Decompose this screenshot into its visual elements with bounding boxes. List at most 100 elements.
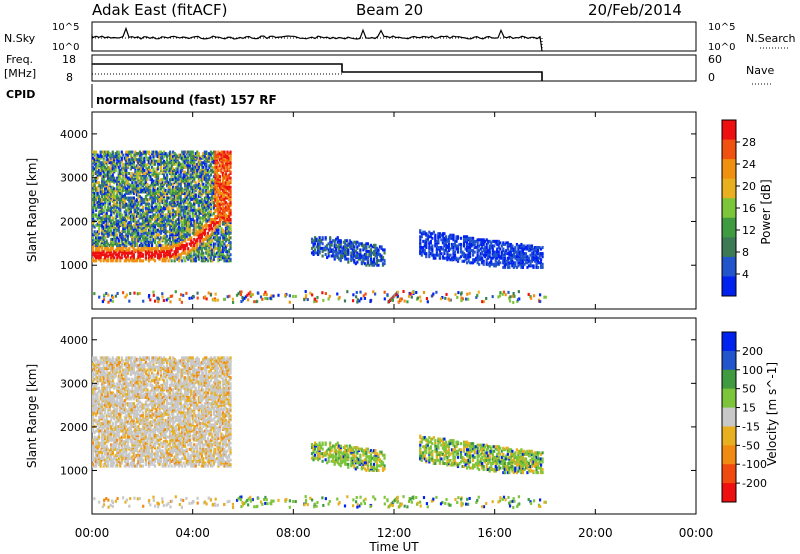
power-cell (214, 231, 217, 235)
power-cell (173, 239, 176, 243)
power-cell (131, 159, 134, 163)
power-cell (123, 204, 126, 208)
power-cell (147, 161, 151, 165)
power-cell (212, 221, 215, 225)
power-cell (150, 190, 154, 194)
power-cell (541, 255, 544, 259)
power-cell (197, 257, 200, 261)
power-cell (354, 242, 357, 246)
power-cell (511, 255, 514, 259)
power-cell (105, 173, 108, 177)
power-cell (191, 173, 194, 177)
power-cell (194, 259, 197, 263)
power-cell (499, 255, 502, 259)
power-cell (465, 256, 469, 260)
power-cell (159, 196, 163, 200)
power-cell (432, 253, 435, 257)
power-cell (172, 211, 175, 215)
power-cell (224, 259, 228, 263)
power-cell (205, 225, 208, 229)
power-cell (209, 233, 212, 237)
power-cell (114, 233, 117, 237)
power-cell (182, 172, 185, 176)
power-cell (333, 240, 336, 244)
power-cell (93, 233, 96, 237)
power-cell (128, 196, 131, 200)
power-cell (217, 242, 220, 246)
power-cell (191, 224, 194, 228)
power-cell (208, 248, 211, 252)
power-cell (107, 179, 110, 183)
power-cell (375, 259, 379, 263)
power-cell (357, 252, 360, 256)
power-cell (161, 181, 164, 185)
power-cell (169, 168, 172, 172)
power-cell (147, 170, 151, 174)
power-cell (217, 222, 220, 226)
power-cell (110, 210, 113, 214)
power-cell (146, 247, 149, 251)
power-cell (487, 262, 490, 266)
power-cell (229, 236, 232, 240)
power-cell (208, 239, 211, 243)
power-cell (188, 237, 191, 241)
power-cell (101, 190, 104, 194)
power-cell (146, 172, 149, 176)
power-cell (206, 250, 209, 254)
power-cell (178, 259, 181, 263)
power-cell (191, 247, 194, 251)
power-cell (173, 179, 176, 183)
power-cell (194, 248, 197, 252)
power-cell (220, 214, 223, 218)
power-cell (472, 241, 475, 245)
power-cell (144, 216, 148, 220)
velocity-cell (92, 443, 95, 447)
power-cell (224, 224, 228, 228)
power-cell (446, 250, 449, 254)
power-cell (215, 184, 219, 188)
power-cell (214, 172, 217, 176)
power-cell (105, 190, 108, 194)
power-cell (191, 158, 194, 162)
power-cell (137, 176, 140, 180)
power-cell (182, 156, 185, 160)
power-cell (169, 153, 172, 157)
power-cell (223, 184, 226, 188)
power-cell (193, 205, 196, 209)
power-cell (110, 242, 113, 246)
power-cell (224, 170, 228, 174)
power-cell (209, 153, 212, 157)
power-cell (161, 214, 164, 218)
power-cell (181, 230, 184, 234)
power-cell (143, 150, 146, 154)
power-cell (131, 254, 134, 258)
power-cell (194, 201, 197, 205)
power-cell (214, 181, 217, 185)
power-cell (113, 198, 116, 202)
power-cell (152, 198, 155, 202)
power-cell (209, 217, 212, 221)
power-cell (152, 231, 155, 235)
power-cell (134, 181, 137, 185)
power-cell (185, 161, 188, 165)
power-cell (165, 158, 169, 162)
power-cell (497, 261, 500, 265)
power-cell (422, 245, 425, 249)
power-cell (137, 184, 140, 188)
power-cell (484, 250, 487, 254)
power-cell (202, 213, 205, 217)
power-cell (494, 253, 497, 257)
power-cell (108, 161, 111, 165)
power-cell (123, 202, 126, 206)
power-cell (226, 208, 229, 212)
power-cell (99, 224, 102, 228)
power-cell (102, 214, 105, 218)
power-cell (107, 152, 110, 156)
power-cell (187, 168, 190, 172)
power-cell (101, 199, 104, 203)
power-cell (167, 205, 170, 209)
power-cell (95, 233, 98, 237)
power-cell (208, 176, 211, 180)
power-cell (102, 250, 105, 254)
power-cell (218, 205, 222, 209)
